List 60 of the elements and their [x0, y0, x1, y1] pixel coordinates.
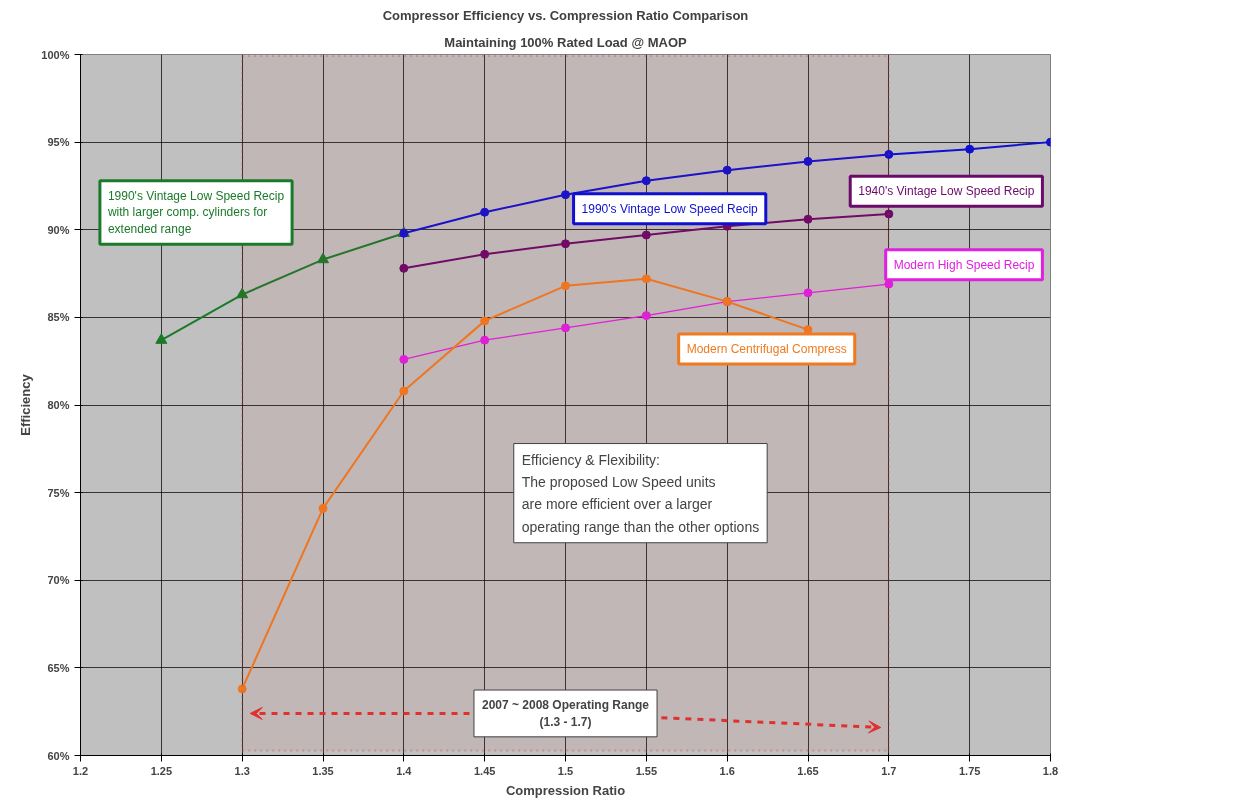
band-label: 2007 ~ 2008 Operating Range (1.3 - 1.7): [481, 698, 650, 729]
text: 1990's Vintage Low Speed Recip with larger comp. cylinders for extended range: [106, 188, 285, 237]
x-tick-label: 1.3: [234, 764, 250, 777]
y-tick-label: 60%: [47, 749, 70, 762]
point: [480, 316, 490, 326]
series-label: 1990's Vintage Low Speed Recip: [581, 201, 759, 216]
point: [318, 503, 328, 513]
point: [399, 386, 409, 396]
point: [561, 323, 570, 333]
y-tick-label: 75%: [47, 486, 70, 499]
x-axis-title: Compression Ratio: [505, 782, 626, 798]
point: [641, 230, 651, 240]
point: [317, 252, 329, 264]
point: [803, 214, 813, 224]
point: [965, 144, 975, 154]
x-tick-label: 1.7: [881, 764, 897, 777]
point: [561, 239, 570, 249]
point: [236, 287, 249, 299]
y-axis-title: Efficiency: [18, 373, 34, 436]
y-tick-label: 95%: [47, 136, 70, 149]
point: [399, 263, 409, 273]
x-tick-label: 1.35: [312, 764, 334, 777]
point: [641, 311, 651, 321]
point: [399, 354, 409, 364]
point: [155, 333, 168, 344]
annotation: Efficiency & Flexibility: The proposed Low Speed units are more efficient over a larger operating range than the other options: [521, 451, 760, 535]
x-tick-label: 1.5: [557, 764, 574, 777]
point: [641, 176, 651, 186]
point: [803, 288, 813, 298]
text: Modern Centrifugal Compress: [686, 341, 847, 356]
x-tick-label: 1.55: [635, 764, 658, 777]
x-tick-label: 1.75: [958, 764, 981, 777]
y-tick-label: 80%: [47, 399, 70, 411]
point: [237, 684, 247, 694]
point: [480, 335, 490, 345]
series-label: Modern High Speed Recip: [893, 257, 1035, 272]
x-tick-label: 1.2: [72, 764, 89, 777]
x-tick-label: 1.25: [150, 764, 173, 777]
y-tick-label: 90%: [47, 223, 70, 236]
chart-title: Compressor Efficiency vs. Compression Ratio Comparison: [382, 7, 749, 23]
point: [803, 156, 813, 166]
point: [641, 274, 651, 284]
y-tick-label: 100%: [41, 48, 70, 61]
x-tick-label: 1.65: [797, 764, 819, 777]
point: [884, 149, 894, 159]
y-tick-label: 65%: [47, 661, 70, 674]
x-tick-label: 1.45: [473, 764, 496, 777]
point: [561, 281, 570, 291]
y-tick-label: 70%: [47, 574, 70, 587]
point: [884, 209, 894, 219]
point: [480, 207, 490, 217]
point: [722, 165, 732, 175]
point: [480, 249, 490, 259]
point: [561, 190, 570, 200]
x-tick-label: 1.6: [719, 764, 735, 777]
x-tick-label: 1.8: [1042, 764, 1059, 777]
x-tick-label: 1.4: [396, 764, 413, 777]
chart-subtitle: Maintaining 100% Rated Load @ MAOP: [444, 34, 688, 50]
y-tick-label: 85%: [47, 311, 70, 324]
series-label: 1940's Vintage Low Speed Recip: [858, 184, 1035, 199]
